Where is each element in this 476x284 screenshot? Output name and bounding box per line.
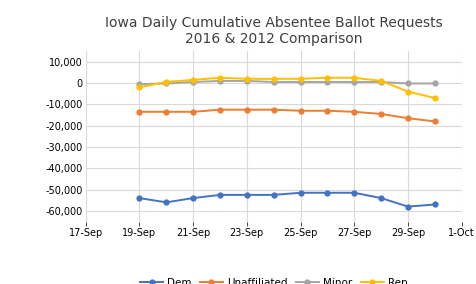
Minor <box>217 79 223 83</box>
Rep <box>271 77 277 81</box>
Dem <box>432 203 438 206</box>
Minor <box>244 79 250 83</box>
Unaffiliated <box>405 116 411 120</box>
Rep <box>432 96 438 100</box>
Dem <box>325 191 330 195</box>
Dem <box>405 205 411 208</box>
Minor <box>325 80 330 84</box>
Unaffiliated <box>271 108 277 111</box>
Legend: Dem, Unaffiliated, Minor, Rep: Dem, Unaffiliated, Minor, Rep <box>140 278 407 284</box>
Unaffiliated <box>351 110 357 114</box>
Rep <box>190 78 196 82</box>
Unaffiliated <box>432 120 438 123</box>
Dem <box>190 197 196 200</box>
Unaffiliated <box>378 112 384 116</box>
Dem <box>351 191 357 195</box>
Minor <box>163 82 169 85</box>
Rep <box>244 77 250 81</box>
Minor <box>137 82 142 86</box>
Unaffiliated <box>190 110 196 114</box>
Rep <box>325 76 330 80</box>
Minor <box>405 82 411 85</box>
Rep <box>298 77 303 81</box>
Minor <box>298 80 303 84</box>
Minor <box>271 80 277 84</box>
Line: Unaffiliated: Unaffiliated <box>137 107 437 124</box>
Line: Rep: Rep <box>137 75 437 101</box>
Unaffiliated <box>298 109 303 112</box>
Rep <box>378 79 384 83</box>
Line: Minor: Minor <box>137 78 437 87</box>
Minor <box>378 80 384 84</box>
Line: Dem: Dem <box>137 190 437 209</box>
Unaffiliated <box>163 110 169 114</box>
Rep <box>137 85 142 89</box>
Dem <box>244 193 250 197</box>
Minor <box>190 80 196 84</box>
Dem <box>217 193 223 197</box>
Rep <box>163 80 169 84</box>
Dem <box>137 197 142 200</box>
Minor <box>432 82 438 85</box>
Minor <box>351 80 357 84</box>
Dem <box>163 201 169 204</box>
Dem <box>271 193 277 197</box>
Rep <box>405 90 411 93</box>
Unaffiliated <box>217 108 223 111</box>
Rep <box>351 76 357 80</box>
Unaffiliated <box>325 109 330 112</box>
Dem <box>298 191 303 195</box>
Unaffiliated <box>244 108 250 111</box>
Unaffiliated <box>137 110 142 114</box>
Rep <box>217 76 223 80</box>
Dem <box>378 197 384 200</box>
Title: Iowa Daily Cumulative Absentee Ballot Requests
2016 & 2012 Comparison: Iowa Daily Cumulative Absentee Ballot Re… <box>105 16 443 46</box>
